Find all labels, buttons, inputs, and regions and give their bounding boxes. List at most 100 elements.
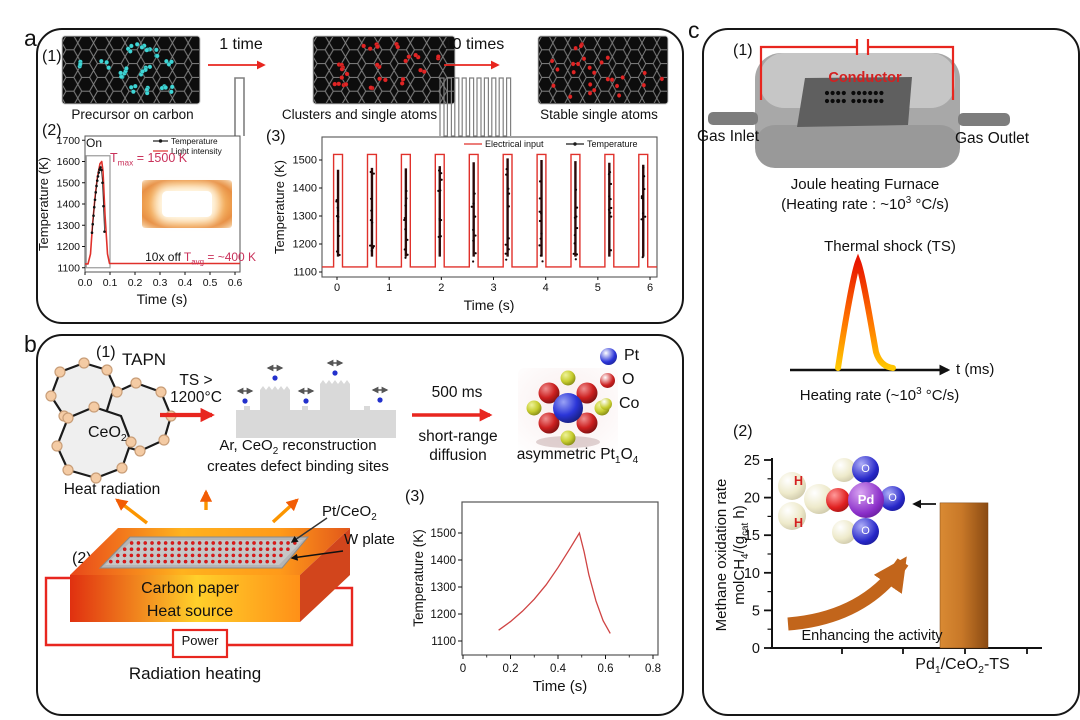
- chart-shape: [607, 208, 611, 211]
- atom-dot: [555, 67, 560, 72]
- catalyst-dot: [190, 541, 195, 545]
- co-atom: [560, 370, 576, 386]
- w-plate-pointer: [290, 550, 344, 561]
- o-atom-label: O: [888, 492, 897, 504]
- catalyst-dot: [224, 559, 229, 564]
- atom-dot: [140, 69, 145, 74]
- annotation-tmax: Tmax = 1500 K: [110, 151, 188, 168]
- atom-dot: [339, 75, 345, 81]
- temperature-point: [91, 222, 95, 226]
- temperature-point: [92, 214, 95, 217]
- chart-shape: [437, 169, 441, 172]
- right-arrow-icon: [444, 60, 500, 70]
- catalyst-dot: [197, 559, 202, 564]
- c2-category-label: Pd1/CeO2-TS: [915, 656, 1010, 677]
- chart-shape: [609, 249, 613, 252]
- chart-shape: [539, 237, 542, 240]
- catalyst-dot: [231, 559, 236, 564]
- chart-shape: [439, 189, 442, 192]
- surface-atom: [125, 436, 137, 448]
- chart-shape: [404, 228, 407, 231]
- catalyst-dot: [197, 547, 202, 552]
- catalyst-dot: [238, 547, 243, 552]
- catalyst-dot: [251, 547, 256, 552]
- chart-shape: [644, 215, 647, 218]
- catalyst-dot: [231, 547, 236, 552]
- sample-dot: [862, 98, 867, 104]
- capacitor-icon: [855, 39, 870, 55]
- sample-dot: [873, 98, 878, 104]
- catalyst-dot: [184, 541, 188, 545]
- surface-atom: [45, 390, 57, 402]
- atom-dot: [77, 61, 83, 67]
- temperature-point: [102, 204, 105, 208]
- sample-dot: [873, 90, 878, 96]
- o-atom: [576, 382, 598, 404]
- chart-shape: [505, 258, 508, 261]
- catalyst-dot: [245, 553, 249, 558]
- catalyst-dot: [217, 547, 222, 552]
- catalyst-dot: [204, 559, 208, 564]
- chart-shape: [641, 212, 645, 215]
- panel-a-step3-number: (3): [266, 128, 286, 145]
- catalyst-dot: [136, 547, 141, 552]
- o-atom: [576, 412, 598, 434]
- chart-shape: [336, 220, 340, 223]
- catalyst-dot: [217, 553, 222, 558]
- chart-shape: [474, 215, 477, 218]
- pt1o4-molecule-diagram: [518, 368, 618, 452]
- chart-shape: [439, 235, 442, 238]
- chart-shape: [314, 37, 454, 103]
- chart-shape: [574, 188, 578, 191]
- catalyst-dot: [265, 559, 270, 564]
- w-plate-label: W plate: [344, 531, 395, 548]
- catalyst-dot: [251, 559, 256, 564]
- catalyst-dot: [170, 553, 175, 558]
- temperature-point: [95, 184, 98, 188]
- sample-dot: [868, 90, 873, 96]
- circuit-wire: [759, 45, 955, 100]
- chart-text: 1400: [57, 199, 81, 211]
- radiation-heating-caption: Radiation heating: [128, 664, 262, 683]
- catalyst-dot: [224, 547, 229, 552]
- chart-text: 1: [386, 282, 392, 294]
- chart-text: 0: [460, 663, 466, 675]
- binding-site-dot: [272, 375, 278, 381]
- power-label: Power: [181, 633, 219, 648]
- chart-shape: [504, 252, 507, 255]
- sample-dot: [856, 90, 862, 96]
- chart-shape: [470, 205, 473, 208]
- surface-atom: [116, 462, 128, 474]
- chart-shape: [335, 250, 339, 253]
- atom-dot: [98, 58, 104, 64]
- furnace-caption-line1: Joule heating Furnace: [790, 176, 940, 193]
- catalyst-dot: [149, 547, 154, 552]
- chart-shape: [505, 167, 508, 171]
- chart-shape: [607, 173, 611, 176]
- o-atom: [538, 382, 560, 404]
- catalyst-dot: [211, 541, 216, 545]
- chart-shape: [474, 234, 477, 237]
- chart-shape: [405, 189, 408, 193]
- catalyst-dot: [176, 559, 181, 564]
- temperature-point: [99, 166, 102, 169]
- legend-label: Electrical input: [485, 139, 544, 149]
- catalyst-dot: [265, 547, 270, 552]
- panel-c-step2-number: (2): [733, 423, 753, 440]
- catalyst-dot: [156, 547, 161, 552]
- chart-shape: [335, 199, 338, 202]
- chart-shape: [504, 243, 507, 246]
- chart-shape: [507, 248, 510, 251]
- sample-dot: [824, 98, 830, 104]
- panel-b-step3-number: (3): [405, 488, 425, 505]
- chart-shape: [404, 256, 407, 259]
- surface-atom: [51, 440, 63, 452]
- catalyst-dot: [272, 553, 277, 558]
- catalyst-dot: [170, 547, 175, 552]
- legend-label: Temperature: [171, 136, 218, 146]
- tapn-label: TAPN: [122, 350, 167, 369]
- chart-shape: [538, 37, 668, 103]
- temperature-point: [101, 181, 104, 185]
- heating-rate-caption: Heating rate (~103 °C/s): [799, 386, 960, 404]
- sample-dot: [841, 98, 846, 104]
